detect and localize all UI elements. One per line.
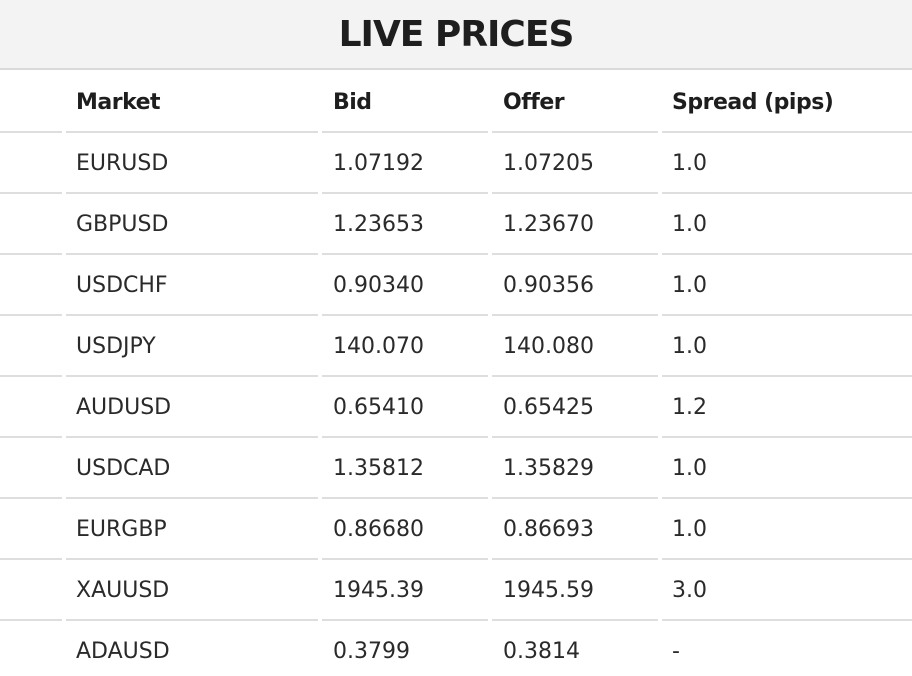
bid-cell: 1945.39 [322,560,488,621]
table-row[interactable]: USDCAD 1.35812 1.35829 1.0 [0,438,912,499]
market-cell: XAUUSD [66,560,318,621]
column-header-offer[interactable]: Offer [492,72,658,133]
bid-cell: 0.65410 [322,377,488,438]
row-divider [0,558,62,560]
offer-cell: 1.35829 [492,438,658,499]
spread-cell: 1.0 [662,133,912,194]
offer-cell: 1945.59 [492,560,658,621]
bid-cell: 0.90340 [322,255,488,316]
offer-cell: 0.90356 [492,255,658,316]
row-divider [0,497,62,499]
market-cell: EURUSD [66,133,318,194]
spread-cell: 3.0 [662,560,912,621]
offer-cell: 0.65425 [492,377,658,438]
table-row[interactable]: EURGBP 0.86680 0.86693 1.0 [0,499,912,560]
market-cell: USDJPY [66,316,318,377]
table-header-row: Market Bid Offer Spread (pips) [0,72,912,133]
row-divider [0,253,62,255]
market-cell: GBPUSD [66,194,318,255]
prices-table: Market Bid Offer Spread (pips) EURUSD 1.… [0,72,912,676]
row-divider [0,131,62,133]
row-divider [0,619,62,621]
row-divider [0,192,62,194]
market-cell: AUDUSD [66,377,318,438]
offer-cell: 0.3814 [503,639,580,664]
spread-cell: 1.0 [662,438,912,499]
bid-cell: 0.86680 [322,499,488,560]
row-divider [0,314,62,316]
market-cell: USDCHF [66,255,318,316]
bid-cell: 0.3799 [333,639,410,664]
market-cell: EURGBP [66,499,318,560]
table-row[interactable]: USDCHF 0.90340 0.90356 1.0 [0,255,912,316]
offer-cell: 1.23670 [492,194,658,255]
market-cell: ADAUSD [76,639,170,664]
spread-cell: 1.0 [662,316,912,377]
spread-cell: 1.0 [662,255,912,316]
table-row[interactable]: GBPUSD 1.23653 1.23670 1.0 [0,194,912,255]
column-header-bid[interactable]: Bid [322,72,488,133]
bid-cell: 1.07192 [322,133,488,194]
column-header-market[interactable]: Market [66,72,318,133]
bid-cell: 1.23653 [322,194,488,255]
row-divider [0,375,62,377]
offer-cell: 0.86693 [492,499,658,560]
spread-cell: 1.0 [662,499,912,560]
page-title: LIVE PRICES [338,13,575,55]
spread-cell: 1.2 [662,377,912,438]
table-row[interactable]: USDJPY 140.070 140.080 1.0 [0,316,912,377]
bid-cell: 140.070 [322,316,488,377]
bid-cell: 1.35812 [322,438,488,499]
title-banner: LIVE PRICES [0,0,912,70]
spread-cell: - [672,639,680,664]
offer-cell: 1.07205 [492,133,658,194]
table-row[interactable]: ADAUSD 0.3799 0.3814 - [0,621,912,676]
table-row[interactable]: XAUUSD 1945.39 1945.59 3.0 [0,560,912,621]
market-cell: USDCAD [66,438,318,499]
row-divider [0,436,62,438]
offer-cell: 140.080 [492,316,658,377]
table-row[interactable]: EURUSD 1.07192 1.07205 1.0 [0,133,912,194]
table-row[interactable]: AUDUSD 0.65410 0.65425 1.2 [0,377,912,438]
column-header-spread[interactable]: Spread (pips) [662,72,912,133]
spread-cell: 1.0 [662,194,912,255]
